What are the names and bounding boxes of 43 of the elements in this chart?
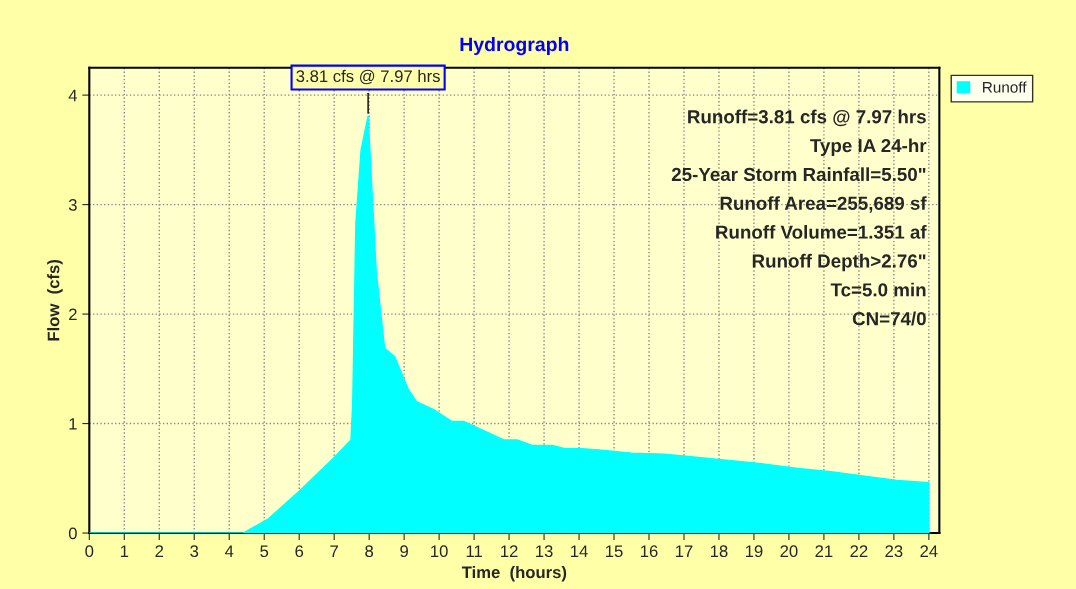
x-tick-label: 24 (920, 545, 938, 557)
x-tick-label: 0 (85, 545, 94, 558)
y-tick-label: 3 (68, 198, 77, 211)
x-tick-label: 17 (675, 545, 693, 557)
chart-title: Hydrograph (460, 36, 569, 56)
x-tick-label: 18 (710, 545, 728, 558)
x-tick-label: 7 (330, 545, 338, 557)
x-tick-label: 6 (295, 545, 304, 558)
x-axis-title: Time (hours) (461, 565, 567, 582)
annotation: Runoff Volume=1.351 af (716, 225, 927, 239)
annotation: Runoff Depth>2.76" (752, 253, 926, 272)
x-tick-label: 2 (155, 545, 164, 557)
x-tick-label: 12 (501, 545, 518, 557)
x-tick-label: 15 (606, 545, 623, 558)
annotation: 3.81 cfs @ 7.97 hrs (296, 69, 440, 85)
x-tick-label: 22 (850, 545, 868, 557)
annotation: Tc=5.0 min (830, 282, 926, 297)
x-tick-label: 10 (431, 545, 448, 558)
annotation: CN=74/0 (852, 311, 926, 326)
x-tick-label: 9 (400, 545, 408, 558)
annotation: Type IA 24-hr (810, 138, 927, 156)
x-tick-label: 3 (190, 545, 199, 558)
x-tick-label: 20 (780, 545, 798, 558)
y-axis-title: Flow (cfs) (47, 260, 63, 341)
annotation: Runoff Area=255,689 sf (720, 196, 927, 213)
x-tick-label: 14 (571, 545, 588, 557)
x-tick-label: 13 (536, 545, 553, 558)
x-tick-label: 5 (260, 545, 269, 558)
x-tick-label: 4 (224, 545, 234, 557)
annotation: 25-Year Storm Rainfall=5.50" (671, 167, 926, 182)
y-tick-label: 2 (69, 308, 77, 321)
y-tick-label: 0 (68, 527, 77, 540)
x-tick-label: 23 (885, 545, 903, 558)
legend-label: Runoff (983, 81, 1027, 93)
x-tick-label: 8 (365, 545, 374, 558)
x-tick-label: 16 (641, 545, 658, 558)
annotation: Runoff=3.81 cfs @ 7.97 hrs (688, 109, 926, 127)
x-tick-label: 19 (745, 545, 763, 558)
x-tick-label: 11 (466, 545, 482, 557)
x-tick-label: 21 (815, 545, 833, 557)
x-tick-label: 1 (120, 545, 129, 557)
y-tick-label: 1 (69, 418, 77, 430)
y-tick-label: 4 (68, 89, 78, 102)
